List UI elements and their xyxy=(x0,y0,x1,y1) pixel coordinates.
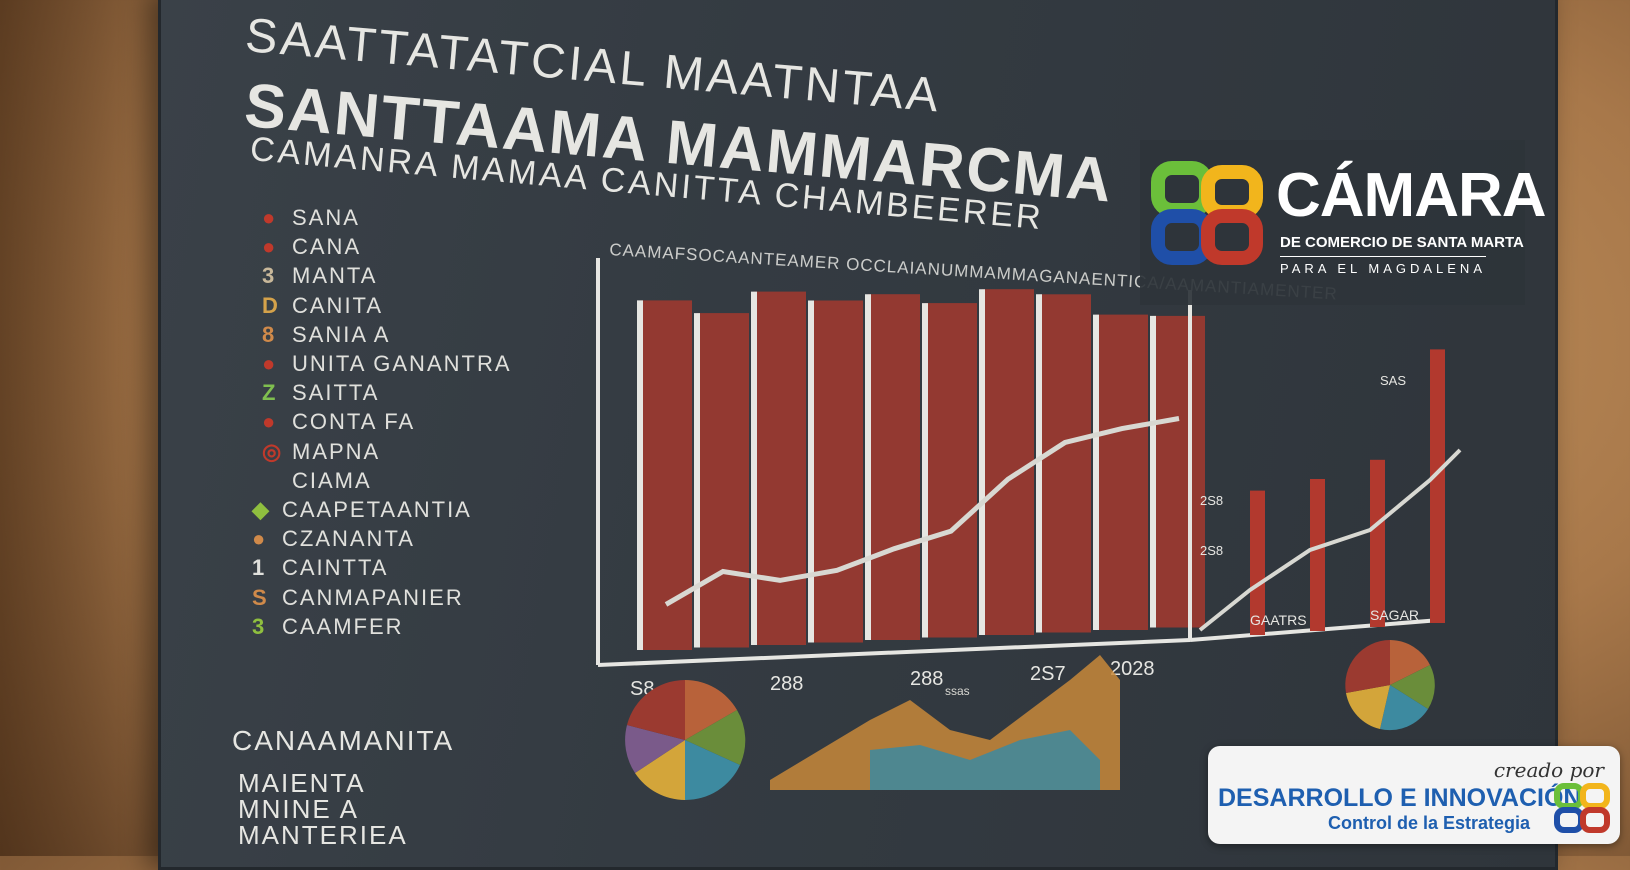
right-bar xyxy=(1310,479,1325,631)
legend-item: S CANMAPANIER xyxy=(252,585,464,611)
legend-marker: D xyxy=(262,292,280,318)
logo-title: CÁMARA xyxy=(1276,161,1547,230)
badge-title: DESARROLLO E INNOVACIÓN xyxy=(1218,784,1582,812)
bar xyxy=(754,291,806,645)
camara-logo: CÁMARA DE COMERCIO DE SANTA MARTA PARA E… xyxy=(1140,140,1547,305)
subchart-title: CANAAMANITA xyxy=(232,725,455,756)
bar xyxy=(868,294,920,640)
legend-label: CONTA FA xyxy=(292,409,416,435)
bar xyxy=(1096,314,1148,630)
legend-label: SAITTA xyxy=(292,380,380,406)
x-tick-label: 2028 xyxy=(1110,658,1155,680)
right-x-tick-label: GAATRS xyxy=(1250,612,1307,628)
legend-marker: ● xyxy=(262,234,278,260)
legend-label: CAAPETAANTIA xyxy=(282,497,472,522)
legend-item: Z SAITTA xyxy=(262,380,379,406)
right-bar xyxy=(1370,459,1385,627)
series-line xyxy=(664,416,1180,607)
bar xyxy=(811,300,863,643)
bar xyxy=(1153,315,1205,628)
badge-subtitle: Control de la Estrategia xyxy=(1328,813,1531,833)
credit-badge: creado por DESARROLLO E INNOVACIÓN Contr… xyxy=(1208,746,1620,844)
legend-marker: ◆ xyxy=(252,497,271,522)
bar xyxy=(1039,294,1091,633)
wall-shadow xyxy=(0,0,160,856)
right-annotation: 2S8 xyxy=(1200,493,1223,508)
legend-item: CIAMA xyxy=(262,468,372,494)
legend-item: ● CZANANTA xyxy=(252,526,415,552)
legend-item: ◆ CAAPETAANTIA xyxy=(252,497,472,523)
legend-marker: 8 xyxy=(262,321,277,347)
badge-logo-icon xyxy=(1554,783,1610,833)
bar xyxy=(982,289,1034,635)
right-bar xyxy=(1250,490,1265,635)
legend-label: SANIA A xyxy=(292,321,391,347)
pie-chart-right xyxy=(1345,640,1435,731)
right-bar xyxy=(1430,349,1445,623)
legend-marker: ● xyxy=(262,409,278,435)
legend-marker: Z xyxy=(262,380,278,406)
legend-label: MANTA xyxy=(292,263,378,289)
logo-subtitle-2: PARA EL MAGDALENA xyxy=(1280,256,1486,276)
right-annotation: SAS xyxy=(1380,373,1406,388)
logo-subtitle: DE COMERCIO DE SANTA MARTA xyxy=(1280,234,1524,251)
bottom-charts: ssas xyxy=(625,640,1435,801)
pie-chart-left xyxy=(625,680,746,801)
badge-created-by: creado por xyxy=(1493,758,1604,782)
legend-item: ● CANA xyxy=(262,234,361,260)
legend-label: MAPNA xyxy=(292,438,381,464)
legend-item: ● SANA xyxy=(262,205,360,231)
legend-marker: ● xyxy=(262,205,278,230)
legend-marker: 1 xyxy=(252,555,267,581)
legend-item: 3 MANTA xyxy=(262,263,377,289)
legend-label: CANA xyxy=(292,234,362,260)
legend-label: SANA xyxy=(292,205,360,230)
legend-marker: ● xyxy=(262,351,278,376)
legend-item: 3 CAAMFER xyxy=(252,614,404,640)
x-axis xyxy=(597,638,1191,667)
x-tick-label: 288 xyxy=(770,673,803,695)
legend-marker: S xyxy=(252,584,269,610)
right-x-tick-label: SAGAR xyxy=(1370,607,1419,623)
legend-item: ● CONTA FA xyxy=(262,409,415,435)
legend-item: D CANITA xyxy=(262,293,383,319)
legend-item: ◎ MAPNA xyxy=(262,439,380,465)
legend-label: CZANANTA xyxy=(282,526,415,552)
right-annotation: 2S8 xyxy=(1200,543,1223,558)
area-annotation: ssas xyxy=(945,684,970,698)
legend-label: CIAMA xyxy=(292,467,372,493)
x-tick-label: 2S7 xyxy=(1030,663,1066,685)
legend-marker: 3 xyxy=(262,263,277,289)
legend-marker: 3 xyxy=(252,613,267,639)
bar xyxy=(697,313,749,648)
x-tick-label: 288 xyxy=(910,668,943,690)
legend-label: CANITA xyxy=(292,292,384,318)
right-series-line xyxy=(1198,448,1462,632)
legend-label: UNITA GANANTRA xyxy=(292,351,512,376)
legend-item: 1 CAINTTA xyxy=(252,555,388,581)
legend-item: ● UNITA GANANTRA xyxy=(262,351,512,377)
legend-marker: ● xyxy=(252,526,268,552)
camara-logo-icon xyxy=(1151,161,1263,265)
bar xyxy=(925,303,977,638)
legend-label: CAAMFER xyxy=(282,613,404,639)
legend-item: 8 SANIA A xyxy=(262,322,390,348)
subchart-labels: MAIENTA MNINE A MANTERIEA xyxy=(238,768,408,850)
area-chart xyxy=(770,655,1120,790)
legend-label: CAINTTA xyxy=(282,555,389,581)
legend-marker: ◎ xyxy=(262,438,284,464)
legend-label: CANMAPANIER xyxy=(282,584,464,610)
bar xyxy=(640,300,692,650)
